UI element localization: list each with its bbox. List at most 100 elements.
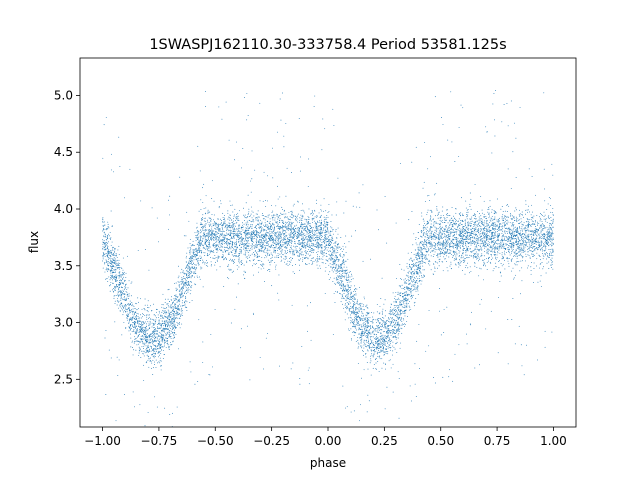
data-point xyxy=(231,245,233,247)
data-point xyxy=(220,218,221,220)
data-point xyxy=(432,238,434,240)
data-point xyxy=(540,224,542,226)
data-point xyxy=(219,266,221,268)
data-point xyxy=(189,361,191,363)
data-point xyxy=(280,227,282,229)
data-point xyxy=(499,245,501,246)
data-point xyxy=(518,325,520,327)
data-point xyxy=(405,282,407,284)
data-point xyxy=(277,185,278,187)
data-point xyxy=(271,254,273,255)
data-point xyxy=(243,207,244,209)
data-point xyxy=(262,215,264,216)
data-point xyxy=(425,224,427,226)
data-point xyxy=(244,244,246,246)
data-point xyxy=(525,260,526,262)
data-point xyxy=(449,252,451,254)
data-point xyxy=(174,305,176,307)
data-point xyxy=(300,225,302,227)
data-point xyxy=(167,305,169,307)
data-point xyxy=(330,258,332,260)
data-point xyxy=(444,234,446,235)
data-point xyxy=(488,228,490,230)
data-point xyxy=(250,206,252,208)
data-point xyxy=(335,241,337,243)
data-point xyxy=(391,354,393,356)
data-point xyxy=(547,240,549,242)
data-point xyxy=(110,275,112,277)
data-point xyxy=(438,211,440,213)
data-point xyxy=(324,246,326,248)
data-point xyxy=(516,231,518,233)
data-point xyxy=(441,234,443,236)
data-point xyxy=(110,250,112,252)
data-point xyxy=(382,308,384,310)
data-point xyxy=(239,233,241,235)
data-point xyxy=(346,270,348,272)
data-point xyxy=(519,270,521,272)
data-point xyxy=(414,363,416,365)
scatter-points xyxy=(102,90,554,428)
data-point xyxy=(247,228,249,230)
data-point xyxy=(467,215,469,217)
data-point xyxy=(168,328,169,330)
data-point xyxy=(214,242,215,244)
data-point xyxy=(148,335,149,337)
data-point xyxy=(178,282,180,283)
data-point xyxy=(161,349,162,351)
data-point xyxy=(476,244,478,246)
data-point xyxy=(137,297,139,299)
data-point xyxy=(331,257,333,259)
data-point xyxy=(243,243,245,244)
data-point xyxy=(394,306,396,308)
data-point xyxy=(417,246,419,248)
data-point xyxy=(323,246,325,248)
data-point xyxy=(372,367,374,369)
data-point xyxy=(156,217,158,219)
data-point xyxy=(105,234,107,236)
data-point xyxy=(302,214,304,216)
data-point xyxy=(465,239,467,240)
data-point xyxy=(496,231,498,233)
data-point xyxy=(269,223,271,225)
data-point xyxy=(211,234,213,236)
data-point xyxy=(200,222,202,224)
data-point xyxy=(309,234,310,236)
data-point xyxy=(166,303,168,305)
data-point xyxy=(202,341,204,343)
data-point xyxy=(251,224,253,225)
data-point xyxy=(434,251,436,253)
data-point xyxy=(434,268,436,270)
data-point xyxy=(342,303,344,305)
data-point xyxy=(290,250,292,252)
data-point xyxy=(470,240,471,242)
data-point xyxy=(171,299,172,301)
data-point xyxy=(294,234,296,236)
data-point xyxy=(477,211,479,212)
data-point xyxy=(399,264,401,266)
data-point xyxy=(274,256,276,258)
data-point xyxy=(466,209,468,211)
data-point xyxy=(434,234,436,236)
data-point xyxy=(484,245,486,247)
data-point xyxy=(114,251,116,253)
data-point xyxy=(353,290,355,292)
data-point xyxy=(188,257,190,259)
data-point xyxy=(464,223,466,225)
data-point xyxy=(293,203,295,205)
data-point xyxy=(525,245,527,247)
data-point xyxy=(407,252,409,254)
data-point xyxy=(115,279,117,281)
data-point xyxy=(474,256,476,258)
data-point xyxy=(333,243,335,244)
data-point xyxy=(201,250,203,252)
data-point xyxy=(259,244,261,246)
data-point xyxy=(439,222,441,224)
data-point xyxy=(345,252,347,254)
data-point xyxy=(350,278,352,280)
data-point xyxy=(456,233,458,235)
data-point xyxy=(209,225,210,227)
data-point xyxy=(113,289,115,291)
data-point xyxy=(521,260,523,262)
data-point xyxy=(264,249,265,251)
